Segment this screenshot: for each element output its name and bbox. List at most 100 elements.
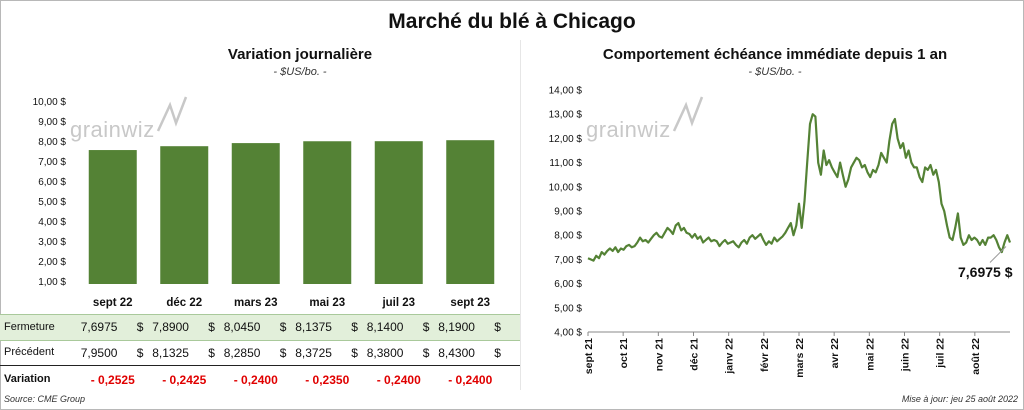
bar-x-category-label: mars 23 — [234, 297, 278, 309]
line-y-tick-label: 11,00 $ — [549, 158, 582, 169]
line-y-tick-label: 10,00 $ — [549, 182, 583, 193]
line-y-tick-label: 4,00 $ — [554, 328, 582, 339]
line-y-tick-label: 14,00 $ — [549, 86, 583, 97]
line-x-tick-label: août 22 — [970, 338, 982, 375]
bar-x-category-label: sept 23 — [450, 297, 491, 309]
line-x-tick-label: juil 22 — [935, 338, 947, 369]
line-y-tick-label: 5,00 $ — [554, 303, 582, 314]
table-value-cell: 8,3725 $ — [295, 346, 365, 362]
table-value-cell: 8,3800 $ — [367, 346, 437, 362]
bar-y-tick-label: 3,00 $ — [38, 237, 66, 248]
watermark-mark — [156, 96, 188, 132]
line-y-tick-label: 8,00 $ — [554, 231, 582, 242]
source-note: Source: CME Group — [4, 394, 86, 404]
table-value-cell: 8,1325 $ — [152, 346, 222, 362]
cell-currency: $ — [279, 320, 287, 334]
right-panel-unit: - $US/bo. - — [748, 66, 802, 78]
cell-value: 8,1325 — [152, 346, 189, 360]
panel-divider — [520, 40, 521, 390]
cell-currency: $ — [494, 346, 501, 360]
cell-currency: $ — [422, 320, 430, 334]
bar-x-category-label: déc 22 — [166, 297, 203, 309]
cell-value: 7,8900 — [152, 320, 189, 334]
watermark-text: grainwiz — [586, 117, 671, 142]
cell-currency: $ — [351, 346, 358, 360]
bar-y-tick-label: 6,00 $ — [38, 177, 66, 188]
line-x-tick-label: déc 21 — [689, 338, 701, 371]
right-panel-title: Comportement échéance immédiate depuis 1… — [602, 46, 948, 63]
table-change-cell: - 0,2425 — [162, 373, 207, 387]
bar — [231, 143, 280, 284]
line-x-tick-label: avr 22 — [829, 338, 841, 369]
table-change-cell: - 0,2400 — [376, 373, 421, 387]
line-y-tick-label: 6,00 $ — [554, 279, 582, 290]
bar-y-tick-label: 2,00 $ — [38, 257, 66, 268]
table-value-cell: 8,2850 $ — [224, 346, 294, 362]
table-value-cell: 7,6975 $ — [81, 320, 151, 336]
update-date: Mise à jour: jeu 25 août 2022 — [901, 394, 1018, 404]
bar-chart — [88, 140, 495, 284]
table-change-cell: - 0,2525 — [90, 373, 135, 387]
cell-value: 8,1900 — [438, 320, 475, 334]
cell-value: 8,1400 — [366, 320, 404, 334]
cell-value: 7,6975 — [80, 320, 118, 334]
table-value-cell: 8,4300 $ — [438, 346, 508, 362]
cell-currency: $ — [351, 320, 358, 334]
left-watermark-logo: grainwiz — [70, 96, 188, 143]
bar-y-tick-label: 4,00 $ — [38, 217, 66, 228]
line-x-tick-label: sept 21 — [583, 338, 595, 374]
right-watermark-logo: grainwiz — [586, 96, 704, 143]
previous-row-label: Précédent — [4, 346, 55, 358]
line-x-tick-label: févr 22 — [759, 338, 771, 372]
cell-currency: $ — [208, 346, 215, 360]
line-y-tick-label: 7,00 $ — [554, 255, 582, 266]
bar-y-tick-label: 8,00 $ — [38, 137, 66, 148]
bar — [303, 141, 352, 284]
line-x-tick-label: mai 22 — [864, 338, 876, 371]
cell-currency: $ — [279, 346, 287, 360]
bar-x-category-label: juil 23 — [382, 297, 416, 309]
last-value-label: 7,6975 $ — [958, 264, 1013, 280]
table-change-cell: - 0,2400 — [233, 373, 278, 387]
cell-value: 8,4300 — [438, 346, 475, 360]
bar — [88, 150, 137, 284]
watermark-mark — [672, 96, 704, 132]
line-x-tick-label: nov 21 — [653, 338, 665, 371]
cell-value: 8,3800 — [366, 346, 404, 360]
watermark-text: grainwiz — [70, 117, 155, 142]
table-value-cell: 7,9500 $ — [81, 346, 151, 362]
cell-value: 8,0450 — [223, 320, 261, 334]
bar-y-tick-label: 7,00 $ — [38, 157, 66, 168]
previous-row: Précédent — [0, 340, 520, 366]
bar — [160, 146, 209, 284]
cell-value: 8,3725 — [295, 346, 332, 360]
bar-y-tick-label: 9,00 $ — [38, 117, 66, 128]
table-value-cell: 8,1900 $ — [438, 320, 508, 336]
bar-x-category-label: sept 22 — [92, 297, 133, 309]
line-y-tick-label: 13,00 $ — [549, 110, 583, 121]
cell-currency: $ — [136, 346, 144, 360]
cell-value: 8,2850 — [223, 346, 261, 360]
bar-y-tick-label: 1,00 $ — [38, 277, 66, 288]
line-x-tick-label: mars 22 — [794, 338, 806, 378]
page-title: Marché du blé à Chicago — [388, 10, 636, 33]
bar-y-tick-label: 10,00 $ — [32, 97, 66, 108]
change-row-label: Variation — [4, 373, 51, 385]
close-row-label: Fermeture — [4, 321, 55, 333]
bar — [374, 141, 423, 284]
left-panel-unit: - $US/bo. - — [273, 66, 327, 78]
bar-x-category-label: mai 23 — [309, 297, 346, 309]
table-change-cell: - 0,2350 — [305, 373, 350, 387]
bar-y-tick-label: 5,00 $ — [38, 197, 66, 208]
table-value-cell: 8,0450 $ — [224, 320, 294, 336]
price-line — [587, 113, 1012, 262]
cell-value: 7,9500 — [80, 346, 118, 360]
table-value-cell: 8,1375 $ — [295, 320, 365, 336]
cell-currency: $ — [136, 320, 144, 334]
cell-currency: $ — [422, 346, 430, 360]
line-x-tick-label: juin 22 — [900, 338, 912, 372]
left-panel-title: Variation journalière — [227, 46, 373, 63]
change-row: Variation — [0, 367, 520, 392]
line-chart: 4,00 $ 5,00 $ 6,00 $ 7,00 $ 8,00 $ 9,00 $ 10,0… — [549, 86, 1012, 378]
last-value-leader — [989, 246, 1007, 263]
